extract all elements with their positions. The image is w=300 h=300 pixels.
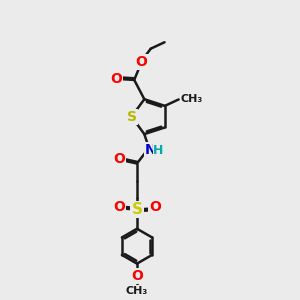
Text: N: N bbox=[145, 143, 157, 157]
Text: H: H bbox=[153, 144, 164, 157]
Text: O: O bbox=[149, 200, 161, 214]
Text: CH₃: CH₃ bbox=[126, 286, 148, 296]
Text: S: S bbox=[127, 110, 136, 124]
Text: O: O bbox=[131, 269, 143, 283]
Text: CH₃: CH₃ bbox=[181, 94, 203, 103]
Text: S: S bbox=[131, 202, 142, 217]
Text: O: O bbox=[110, 72, 122, 86]
Text: O: O bbox=[136, 55, 148, 69]
Text: O: O bbox=[113, 152, 125, 166]
Text: O: O bbox=[113, 200, 125, 214]
